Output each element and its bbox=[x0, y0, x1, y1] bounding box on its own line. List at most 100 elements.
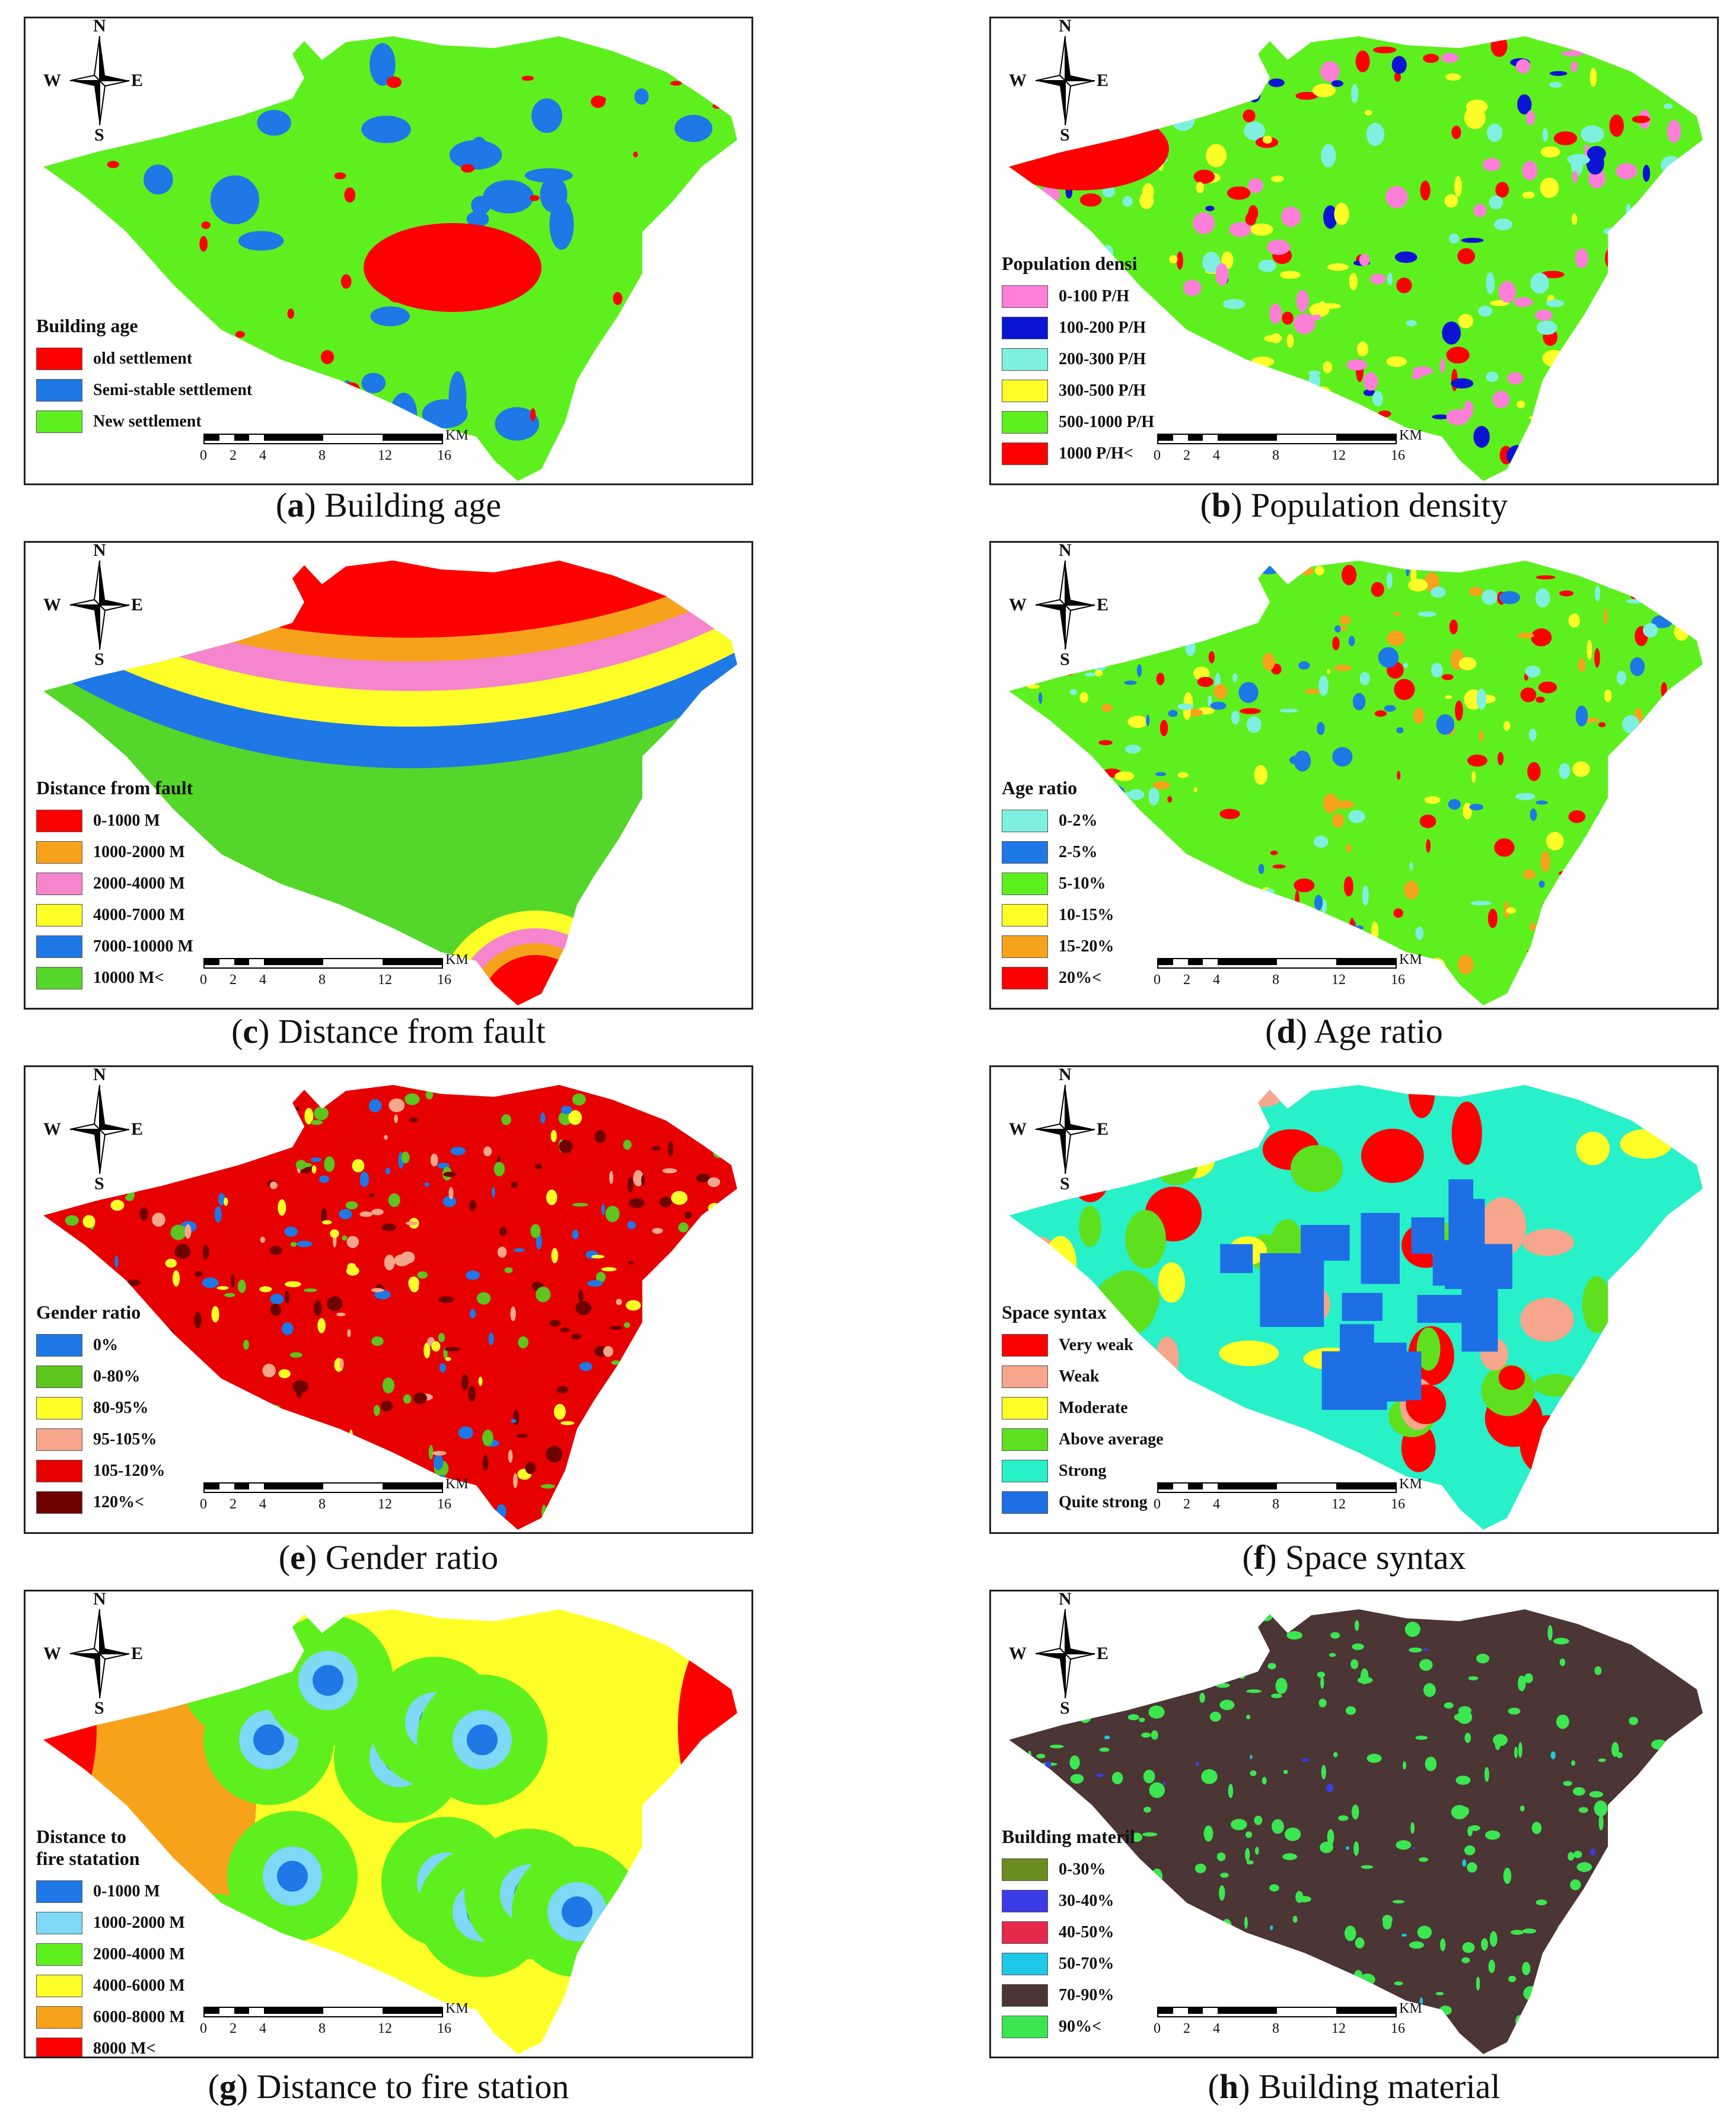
density-patch bbox=[1632, 115, 1651, 123]
old-settlement-patch bbox=[712, 103, 723, 109]
gender-ratio-patch bbox=[578, 1290, 584, 1303]
age-ratio-patch bbox=[1265, 889, 1275, 894]
panel-caption: (f) Space syntax bbox=[1242, 1538, 1466, 1577]
material-patch bbox=[1457, 1710, 1473, 1724]
age-ratio-patch bbox=[1525, 666, 1541, 678]
gender-ratio-patch bbox=[243, 1339, 249, 1350]
material-patch bbox=[1598, 1758, 1606, 1762]
density-patch bbox=[1359, 253, 1370, 266]
age-ratio-patch bbox=[1517, 632, 1534, 639]
age-ratio-patch bbox=[1523, 869, 1536, 880]
legend-label: 0-80% bbox=[93, 1367, 141, 1386]
material-patch bbox=[1219, 1699, 1235, 1710]
gender-ratio-patch bbox=[148, 1159, 159, 1173]
old-settlement-patch bbox=[344, 187, 356, 203]
age-ratio-patch bbox=[1680, 894, 1692, 906]
density-patch bbox=[1626, 346, 1645, 364]
age-ratio-patch bbox=[1576, 939, 1581, 958]
gender-ratio-patch bbox=[560, 1328, 570, 1333]
legend-item: 2000-4000 M bbox=[36, 1938, 185, 1970]
syntax-zone bbox=[1611, 1266, 1670, 1322]
gender-ratio-patch bbox=[650, 1298, 662, 1313]
material-patch bbox=[1149, 1628, 1164, 1634]
age-ratio-patch bbox=[1541, 909, 1546, 923]
syntax-zone bbox=[1260, 1253, 1324, 1328]
age-ratio-patch bbox=[1600, 853, 1607, 860]
gender-ratio-patch bbox=[224, 1293, 235, 1297]
age-ratio-patch bbox=[1185, 572, 1195, 577]
panel-caption-text: Distance from fault bbox=[278, 1012, 546, 1051]
density-patch bbox=[1202, 252, 1221, 273]
material-patch bbox=[1221, 1918, 1232, 1935]
material-patch bbox=[1350, 1659, 1359, 1669]
age-ratio-patch bbox=[1455, 700, 1463, 721]
material-patch bbox=[1354, 1620, 1359, 1631]
syntax-zone bbox=[1534, 1374, 1578, 1397]
age-ratio-patch bbox=[1572, 761, 1590, 777]
legend-swatch bbox=[1002, 935, 1048, 958]
age-ratio-patch bbox=[1413, 708, 1425, 724]
material-patch bbox=[1677, 1825, 1692, 1841]
density-patch bbox=[1603, 450, 1620, 462]
age-ratio-patch bbox=[1504, 721, 1511, 731]
gender-ratio-patch bbox=[229, 1400, 241, 1411]
gender-ratio-patch bbox=[702, 1243, 718, 1258]
gender-ratio-patch bbox=[491, 1187, 496, 1198]
legend-swatch bbox=[36, 1365, 82, 1388]
panel-letter: e bbox=[290, 1538, 305, 1577]
age-ratio-patch bbox=[1336, 800, 1354, 809]
age-ratio-patch bbox=[1232, 673, 1238, 682]
syntax-zone bbox=[1460, 1199, 1485, 1272]
material-patch bbox=[1663, 1941, 1676, 1952]
age-ratio-patch bbox=[1536, 800, 1548, 805]
material-patch bbox=[1074, 1815, 1082, 1820]
age-ratio-patch bbox=[1127, 715, 1148, 728]
city-map bbox=[43, 1085, 737, 1530]
density-patch bbox=[1454, 176, 1462, 197]
gender-ratio-patch bbox=[653, 1285, 660, 1289]
fire-station-ring bbox=[253, 1724, 284, 1755]
density-patch bbox=[1142, 183, 1154, 201]
age-ratio-patch bbox=[1479, 730, 1484, 742]
density-patch bbox=[1478, 305, 1493, 317]
legend-label: 50-70% bbox=[1059, 1954, 1114, 1973]
gender-ratio-patch bbox=[651, 1146, 661, 1151]
legend-item: 30-40% bbox=[1002, 1885, 1135, 1917]
material-patch bbox=[1352, 1804, 1359, 1820]
density-patch bbox=[1269, 303, 1282, 324]
gender-ratio-patch bbox=[560, 1421, 575, 1425]
material-patch bbox=[1353, 1841, 1359, 1856]
age-ratio-patch bbox=[1213, 684, 1228, 699]
material-patch bbox=[1215, 1683, 1230, 1688]
material-patch bbox=[1409, 1941, 1424, 1949]
material-patch bbox=[1163, 1781, 1166, 1786]
gender-ratio-patch bbox=[598, 1475, 611, 1479]
scale-unit-label: KM bbox=[445, 2001, 469, 2016]
material-patch bbox=[1172, 1994, 1183, 2005]
age-ratio-patch bbox=[1520, 687, 1537, 702]
material-patch bbox=[1550, 1751, 1556, 1759]
compass-label-e: E bbox=[131, 1119, 144, 1139]
density-patch bbox=[1103, 50, 1114, 70]
age-ratio-patch bbox=[1334, 625, 1341, 633]
density-patch bbox=[1127, 101, 1146, 120]
old-settlement-patch bbox=[186, 72, 192, 80]
gender-ratio-patch bbox=[313, 1300, 322, 1317]
panel-letter: b bbox=[1211, 486, 1231, 524]
density-patch bbox=[1542, 349, 1566, 367]
density-patch bbox=[1243, 380, 1264, 397]
gender-ratio-patch bbox=[641, 1175, 645, 1186]
density-patch bbox=[1199, 63, 1209, 74]
age-ratio-patch bbox=[1178, 915, 1200, 932]
gender-ratio-patch bbox=[703, 1427, 719, 1435]
gender-ratio-patch bbox=[371, 1208, 384, 1215]
material-patch bbox=[1359, 1973, 1375, 1986]
scale-tick-label: 8 bbox=[1272, 972, 1279, 988]
age-ratio-patch bbox=[1603, 869, 1609, 885]
density-patch bbox=[1222, 299, 1246, 310]
age-ratio-patch bbox=[1584, 906, 1604, 913]
density-patch bbox=[1489, 195, 1504, 209]
gender-ratio-patch bbox=[262, 1364, 276, 1378]
legend-title: Space syntax bbox=[1002, 1301, 1107, 1323]
gender-ratio-patch bbox=[170, 1224, 187, 1240]
